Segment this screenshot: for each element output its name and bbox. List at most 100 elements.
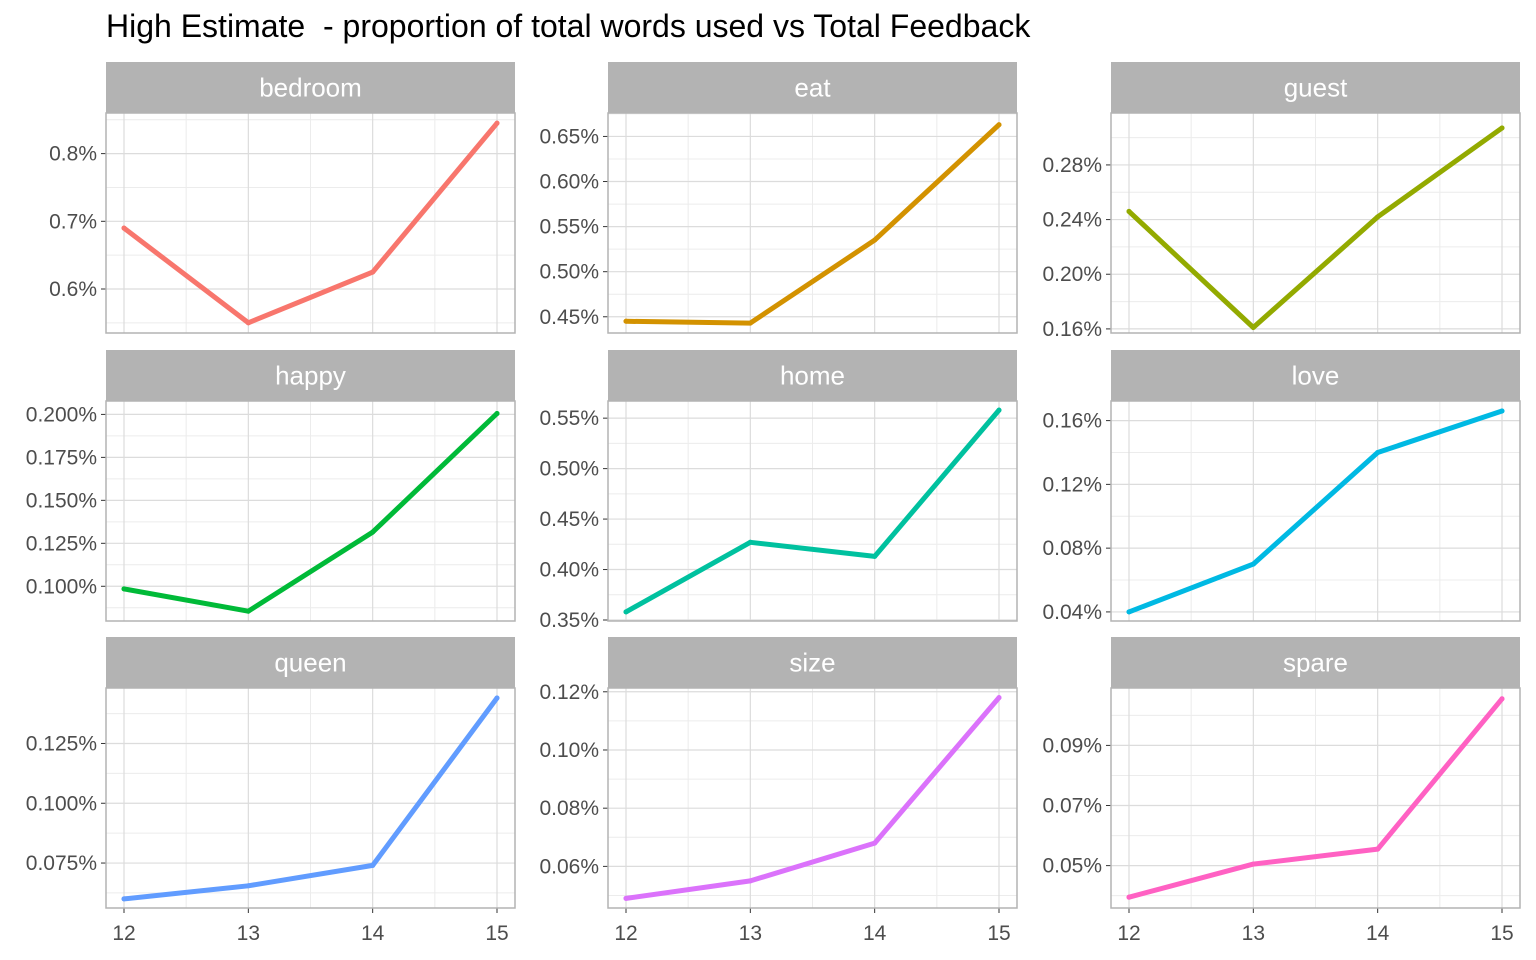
y-tick-label: 0.150% xyxy=(26,489,97,512)
facet-panel-love: love 0.04% 0.08% 0.12% 0.16% xyxy=(1042,350,1521,624)
y-tick-label: 0.6% xyxy=(49,278,97,301)
y-tick-label: 0.175% xyxy=(26,446,97,469)
data-point-spare-15 xyxy=(1499,696,1505,702)
facet-strip-home xyxy=(608,350,1017,401)
series-line-guest xyxy=(1126,125,1505,330)
data-point-happy-15 xyxy=(494,411,500,417)
series-line-size xyxy=(623,695,1002,901)
facet-panel-spare: spare 0.05% 0.07% 0.09% 12 13 14 15 xyxy=(1042,637,1521,945)
facet-panel-happy: happy 0.100% 0.125% 0.150% 0.175% 0.200% xyxy=(26,350,516,622)
y-tick-label: 0.8% xyxy=(49,143,97,166)
y-tick-label: 0.06% xyxy=(539,855,599,878)
y-tick-label: 0.20% xyxy=(1042,263,1102,286)
x-tick-label: 14 xyxy=(1366,922,1390,945)
data-point-happy-12 xyxy=(121,586,127,592)
data-point-queen-15 xyxy=(494,695,500,701)
chart-title: High Estimate - proportion of total word… xyxy=(106,8,1031,44)
series-line-bedroom xyxy=(121,120,500,326)
data-point-queen-13 xyxy=(245,883,251,889)
x-tick-label: 15 xyxy=(987,922,1010,945)
y-tick-label: 0.04% xyxy=(1042,601,1102,624)
data-point-queen-12 xyxy=(121,896,127,902)
y-tick-label: 0.10% xyxy=(539,739,599,762)
y-tick-label: 0.28% xyxy=(1042,154,1102,177)
panel-border xyxy=(1110,400,1521,622)
facet-strip-queen xyxy=(106,637,515,688)
y-tick-label: 0.60% xyxy=(539,171,599,194)
data-point-home-12 xyxy=(623,609,629,615)
panel-border xyxy=(607,400,1018,622)
y-tick-label: 0.35% xyxy=(539,609,599,632)
facet-strip-size xyxy=(608,637,1017,688)
data-point-spare-14 xyxy=(1375,846,1381,852)
data-point-spare-12 xyxy=(1126,894,1132,900)
facet-strip-spare xyxy=(1111,637,1520,688)
x-tick-label: 13 xyxy=(739,922,762,945)
x-tick-label: 15 xyxy=(485,922,508,945)
y-tick-label: 0.08% xyxy=(539,797,599,820)
panel-border xyxy=(1110,687,1521,909)
data-point-queen-14 xyxy=(370,862,376,868)
data-point-size-14 xyxy=(872,840,878,846)
facet-label-happy: happy xyxy=(275,361,346,391)
facet-label-spare: spare xyxy=(1283,648,1348,678)
facet-panel-bedroom: bedroom 0.6% 0.7% 0.8% xyxy=(49,62,516,334)
data-point-size-13 xyxy=(747,878,753,884)
series-line-eat xyxy=(623,122,1002,326)
x-tick-label: 12 xyxy=(1117,922,1140,945)
panel-border xyxy=(607,112,1018,334)
facet-label-love: love xyxy=(1292,361,1340,391)
y-tick-label: 0.200% xyxy=(26,403,97,426)
data-point-home-14 xyxy=(872,553,878,559)
x-tick-label: 13 xyxy=(1242,922,1265,945)
data-point-bedroom-13 xyxy=(245,320,251,326)
facet-panel-eat: eat 0.45% 0.50% 0.55% 0.60% 0.65% xyxy=(539,62,1018,334)
data-point-guest-15 xyxy=(1499,125,1505,131)
data-point-eat-14 xyxy=(872,237,878,243)
data-point-happy-13 xyxy=(245,608,251,614)
panel-border xyxy=(105,112,516,334)
x-tick-label: 15 xyxy=(1490,922,1513,945)
data-point-spare-13 xyxy=(1250,861,1256,867)
y-tick-label: 0.100% xyxy=(26,575,97,598)
facet-panel-home: home 0.35% 0.40% 0.45% 0.50% 0.55% xyxy=(539,350,1018,632)
series-line-home xyxy=(623,407,1002,615)
y-tick-label: 0.16% xyxy=(1042,410,1102,433)
facet-label-size: size xyxy=(789,648,835,678)
data-point-bedroom-15 xyxy=(494,120,500,126)
data-point-eat-12 xyxy=(623,318,629,324)
panel-border xyxy=(1110,112,1521,334)
data-point-happy-14 xyxy=(370,529,376,535)
facet-strip-guest xyxy=(1111,62,1520,113)
y-tick-label: 0.45% xyxy=(539,508,599,531)
y-tick-label: 0.12% xyxy=(539,681,599,704)
y-tick-label: 0.40% xyxy=(539,559,599,582)
data-point-bedroom-14 xyxy=(370,269,376,275)
panel-border xyxy=(105,400,516,622)
facet-strip-happy xyxy=(106,350,515,401)
facet-strip-love xyxy=(1111,350,1520,401)
y-tick-label: 0.7% xyxy=(49,210,97,233)
x-tick-label: 12 xyxy=(112,922,135,945)
y-tick-label: 0.100% xyxy=(26,792,97,815)
y-tick-label: 0.55% xyxy=(539,216,599,239)
facet-label-queen: queen xyxy=(274,648,346,678)
facet-panel-size: size 0.06% 0.08% 0.10% 0.12% 12 13 14 15 xyxy=(539,637,1018,945)
y-tick-label: 0.24% xyxy=(1042,209,1102,232)
y-tick-label: 0.125% xyxy=(26,532,97,555)
y-tick-label: 0.12% xyxy=(1042,473,1102,496)
series-line-spare xyxy=(1126,696,1505,900)
facet-strip-eat xyxy=(608,62,1017,113)
panel-border xyxy=(607,687,1018,909)
y-tick-label: 0.50% xyxy=(539,458,599,481)
facet-label-bedroom: bedroom xyxy=(259,73,362,103)
x-tick-label: 13 xyxy=(237,922,260,945)
data-point-guest-13 xyxy=(1250,325,1256,331)
data-point-size-12 xyxy=(623,895,629,901)
y-tick-label: 0.07% xyxy=(1042,795,1102,818)
data-point-love-15 xyxy=(1499,408,1505,414)
data-point-guest-14 xyxy=(1375,214,1381,220)
y-tick-label: 0.125% xyxy=(26,732,97,755)
y-tick-label: 0.075% xyxy=(26,852,97,875)
